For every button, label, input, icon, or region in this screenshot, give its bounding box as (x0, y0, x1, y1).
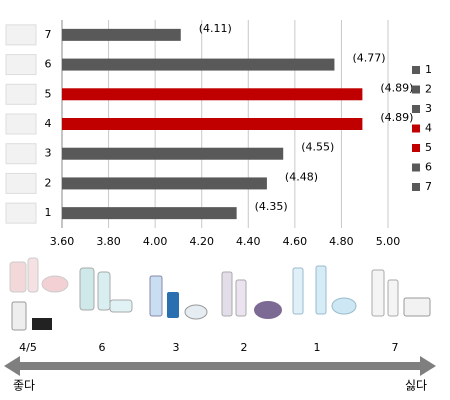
y-tick-label: 5 (45, 87, 52, 100)
value-label: (4.55) (301, 141, 334, 154)
legend-label: 1 (425, 63, 432, 76)
product-thumb (5, 24, 37, 46)
bar (62, 28, 181, 41)
x-tick-label: 4.20 (189, 235, 214, 248)
y-tick-label: 6 (45, 58, 52, 71)
scale-arrow (4, 356, 436, 376)
product-thumb (5, 202, 37, 224)
x-tick-label: 4.40 (236, 235, 261, 248)
x-tick-label: 4.00 (143, 235, 168, 248)
legend-label: 4 (425, 122, 432, 135)
legend-swatch (412, 144, 420, 152)
value-label: (4.48) (285, 170, 318, 183)
x-tick-label: 5.00 (376, 235, 401, 248)
bar (62, 88, 363, 101)
bar (62, 118, 363, 130)
legend-label: 6 (425, 161, 432, 174)
x-tick-label: 4.60 (283, 235, 308, 248)
product-images (9, 257, 431, 331)
group-label: 2 (241, 341, 248, 354)
product-thumb (5, 83, 37, 105)
product-thumb (5, 113, 37, 135)
group-label: 7 (392, 341, 399, 354)
y-tick-label: 1 (45, 206, 52, 219)
bar (62, 58, 335, 71)
legend-swatch (412, 124, 420, 133)
y-tick-label: 7 (45, 28, 52, 41)
legend-swatch (412, 183, 420, 191)
group-label: 1 (314, 341, 321, 354)
value-label: (4.77) (352, 52, 385, 65)
legend-swatch (412, 85, 420, 94)
bar (62, 177, 267, 190)
y-tick-label: 4 (45, 117, 52, 130)
legend-label: 5 (425, 141, 432, 154)
legend-swatch (412, 66, 420, 74)
scale-left-label: 좋다 (13, 379, 35, 393)
value-label: (4.89) (380, 111, 413, 124)
legend-label: 7 (425, 180, 432, 193)
group-label: 4/5 (19, 341, 37, 354)
bar (62, 147, 284, 160)
value-label: (4.35) (255, 200, 288, 213)
product-thumb (5, 143, 37, 165)
legend-swatch (412, 105, 420, 113)
legend-label: 3 (425, 102, 432, 115)
value-label: (4.11) (199, 22, 232, 35)
legend-swatch (412, 163, 420, 172)
y-tick-label: 3 (45, 147, 52, 160)
legend-label: 2 (425, 83, 432, 96)
group-label: 6 (99, 341, 106, 354)
x-tick-label: 3.80 (96, 235, 121, 248)
bar (62, 207, 237, 220)
product-thumb (5, 172, 37, 194)
y-tick-label: 2 (45, 176, 52, 189)
scale-right-label: 싫다 (405, 379, 427, 393)
group-label: 3 (173, 341, 180, 354)
value-label: (4.89) (380, 81, 413, 94)
x-tick-label: 4.80 (329, 235, 354, 248)
product-thumb (5, 54, 37, 76)
x-tick-label: 3.60 (50, 235, 75, 248)
